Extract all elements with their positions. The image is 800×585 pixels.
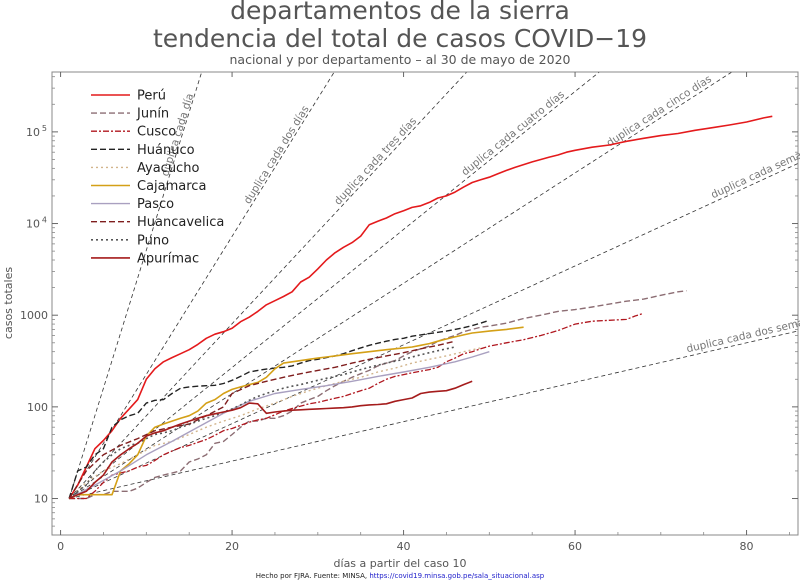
reference-line-6 <box>68 163 798 499</box>
x-tick-label: 0 <box>57 540 64 553</box>
series-line-7 <box>68 351 490 500</box>
series-line-1 <box>68 115 773 499</box>
chart-title-line2: tendencia del total de casos COVID−19 <box>152 24 648 53</box>
legend-label-10: Apurímac <box>137 251 199 266</box>
series-line-2 <box>69 290 687 500</box>
legend-label-2: Junín <box>136 107 169 122</box>
reference-line-5 <box>68 72 733 499</box>
reference-label-5: duplica cada cinco días <box>604 73 713 149</box>
legend-label-5: Ayacucho <box>137 161 199 176</box>
series-line-3 <box>69 312 644 500</box>
series-line-4 <box>68 319 490 499</box>
source-link[interactable]: https://covid19.minsa.gob.pe/sala_situac… <box>369 572 545 580</box>
y-tick-label: 100 <box>27 401 48 414</box>
legend-label-8: Huancavelica <box>137 215 224 230</box>
legend-label-3: Cusco <box>137 125 176 140</box>
footer-text: Hecho por FJRA. Fuente: MINSA, <box>255 572 370 580</box>
x-tick-label: 20 <box>225 540 239 553</box>
y-tick-label: 10 <box>34 493 48 506</box>
legend-label-6: Cajamarca <box>137 179 206 194</box>
x-tick-label: 80 <box>740 540 754 553</box>
reference-label-2: duplica cada dos días <box>242 104 312 207</box>
y-axis-label: casos totales <box>2 267 15 339</box>
series-line-8 <box>68 340 456 499</box>
reference-label-4: duplica cada cuatro días <box>459 89 567 179</box>
x-axis-label: días a partir del caso 10 <box>334 557 467 570</box>
legend: Perú Junín Cusco Huánuco Ayacucho Cajamarca Pa… <box>91 89 224 266</box>
reference-line-2 <box>68 72 335 499</box>
legend-label-4: Huánuco <box>137 143 195 158</box>
footer: Hecho por FJRA. Fuente: MINSA, https://c… <box>0 572 800 580</box>
series-line-6 <box>68 326 524 500</box>
plot-frame <box>51 71 799 536</box>
reference-label-3: duplica cada tres días <box>332 115 419 207</box>
x-tick-label: 60 <box>568 540 582 553</box>
y-tick-label: 10 <box>26 126 40 139</box>
reference-line-4 <box>68 72 600 499</box>
legend-label-9: Puno <box>137 233 169 248</box>
y-tick-exponent: 5 <box>42 124 47 133</box>
chart-title: departamentos de la sierra <box>230 0 570 25</box>
x-tick-label: 40 <box>397 540 411 553</box>
chart-subtitle: nacional y por departamento – al 30 de m… <box>229 52 571 67</box>
y-tick-label: 10 <box>26 218 40 231</box>
reference-label-7: duplica cada dos semanas <box>685 313 800 356</box>
series-line-10 <box>68 380 473 500</box>
reference-label-6: duplica cada semana <box>709 144 800 202</box>
y-tick-label: 1000 <box>20 309 48 322</box>
reference-line-7 <box>69 330 798 499</box>
legend-label-1: Perú <box>137 89 166 104</box>
reference-line-3 <box>68 72 468 499</box>
legend-label-7: Pasco <box>137 197 174 212</box>
y-tick-exponent: 4 <box>42 216 47 225</box>
series-line-9 <box>68 346 456 500</box>
reference-line-1 <box>68 72 203 499</box>
series-line-5 <box>68 347 481 500</box>
